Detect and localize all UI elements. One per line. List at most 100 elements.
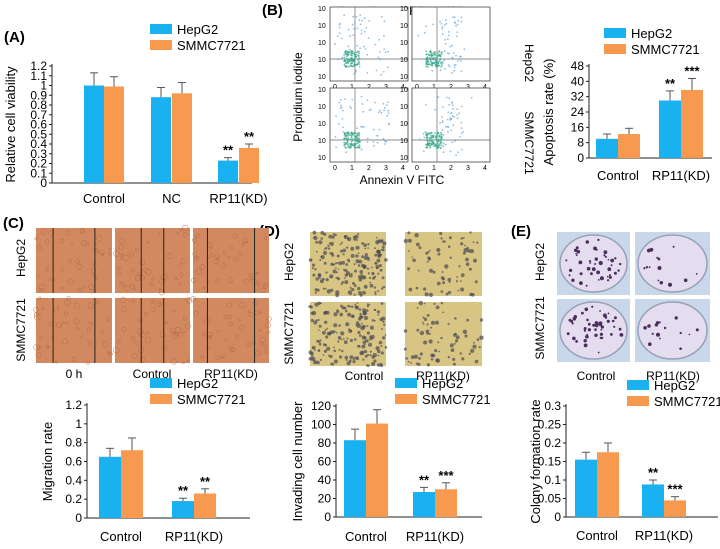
cell-outline: [223, 314, 228, 319]
invading-cell: [444, 264, 449, 269]
flow-xtick-label: 3: [384, 84, 388, 91]
invading-cell: [371, 319, 375, 322]
colony: [589, 262, 592, 264]
cell-outline: [215, 277, 220, 283]
invading-cell: [478, 346, 481, 349]
flow-ytick-label: 10: [400, 87, 408, 94]
cell-outline: [162, 346, 167, 351]
flow-dot: [368, 20, 370, 22]
cell-outline: [61, 338, 68, 345]
flow-dot: [351, 59, 353, 61]
flow-dot: [453, 115, 456, 118]
cell-outline: [241, 242, 246, 246]
y-tick-label: 0.4: [30, 137, 47, 151]
cell-outline: [62, 321, 65, 325]
cell-outline: [195, 268, 203, 275]
invading-cell: [430, 326, 433, 329]
flow-ytick-label: 10: [400, 6, 408, 13]
cell-outline: [131, 268, 136, 273]
flow-xtick-label: 1: [432, 165, 436, 172]
flow-dot: [456, 60, 459, 62]
y-tick-label: 0: [75, 511, 82, 525]
colony: [688, 333, 691, 336]
flow-dot: [348, 59, 351, 62]
invading-cell: [476, 241, 479, 244]
cell-outline: [84, 242, 90, 247]
bar-hepg2-0: [344, 440, 366, 518]
flow-dot: [383, 48, 386, 50]
flow-ytick-label: 10: [400, 104, 408, 111]
invading-cell: [476, 338, 480, 341]
flow-dot: [430, 131, 433, 134]
flow-dot: [356, 127, 359, 130]
invading-cell: [337, 262, 339, 264]
cell-outline: [38, 296, 42, 300]
flow-dot: [425, 50, 427, 53]
flow-dot: [385, 140, 388, 143]
cell-outline: [41, 306, 45, 311]
flow-dot: [438, 64, 441, 67]
invading-cell: [410, 362, 412, 364]
micro-tile: [557, 299, 630, 362]
y-tick-label: 0.3: [30, 147, 47, 161]
cell-outline: [45, 345, 49, 349]
micro-tile: [113, 224, 190, 296]
flow-dot: [438, 134, 441, 137]
micro-e-row-smmc: SMMC7721: [533, 296, 547, 360]
micro-d-col-control: Control: [345, 369, 384, 383]
invading-cell: [318, 342, 322, 346]
invading-cell: [377, 252, 381, 257]
micro-tile: [403, 231, 482, 297]
invading-cell: [340, 338, 343, 341]
colony: [683, 278, 688, 283]
invading-cell: [314, 291, 317, 294]
invading-cell: [327, 247, 331, 250]
flow-dot: [352, 59, 355, 62]
bar-hepg2-1: [413, 492, 435, 518]
flow-dot: [363, 17, 366, 20]
flow-dot: [449, 45, 452, 48]
flow-ytick-label: 10: [400, 121, 408, 128]
flow-dot: [460, 70, 463, 72]
flow-dot: [436, 142, 439, 145]
invading-cell: [364, 354, 368, 358]
flow-dot: [444, 68, 446, 70]
flow-dot: [350, 143, 353, 146]
colony: [586, 318, 589, 322]
flow-dot: [434, 108, 436, 111]
cell-outline: [139, 356, 146, 363]
flow-dot: [350, 107, 353, 110]
colony: [596, 270, 600, 275]
flow-dot: [419, 138, 421, 141]
flow-dot: [423, 150, 425, 153]
colony: [607, 268, 609, 270]
significance-marker: **: [665, 76, 676, 91]
invading-cell: [429, 268, 433, 273]
flow-xtick-label: 2: [367, 165, 371, 172]
flow-dot: [354, 132, 357, 135]
colony: [613, 271, 617, 275]
flow-ytick-label: 10: [318, 23, 326, 30]
flow-dot: [434, 61, 436, 64]
cell-outline: [192, 238, 197, 243]
cell-outline: [239, 301, 246, 309]
flow-dot: [388, 123, 391, 125]
invading-cell: [358, 259, 363, 264]
colony: [599, 323, 602, 327]
bar-hepg2-1: [642, 484, 664, 518]
flow-dot: [349, 138, 352, 141]
invading-cell: [381, 316, 386, 321]
invading-cell: [342, 248, 347, 253]
flow-dot: [435, 61, 438, 64]
flow-dot: [455, 24, 457, 27]
flow-dot: [363, 126, 365, 128]
invading-cell: [319, 302, 322, 305]
invading-cell: [459, 352, 462, 355]
bar-smmc7721-1: [194, 493, 216, 519]
flow-dot: [441, 26, 444, 28]
flow-ytick-label: 10: [400, 23, 408, 30]
colony: [674, 316, 678, 320]
invading-cell: [343, 235, 348, 239]
flow-dot: [455, 54, 457, 57]
legend-swatch: [627, 396, 649, 406]
